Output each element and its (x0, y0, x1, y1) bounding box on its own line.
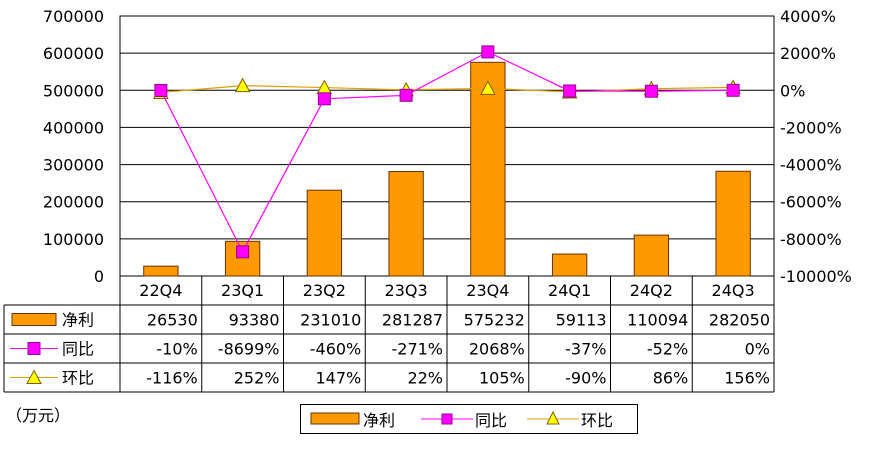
unit-note: （万元） (6, 406, 71, 425)
point-qoq (480, 80, 496, 95)
right-tick-label: -4000% (780, 156, 842, 175)
data-cell: -52% (647, 340, 688, 359)
left-tick-label: 100000 (43, 230, 104, 249)
point-yoy (236, 245, 250, 259)
right-tick-label: -6000% (780, 193, 842, 212)
row-key-bar (11, 313, 57, 326)
right-tick-label: -8000% (780, 230, 842, 249)
left-tick-label: 700000 (43, 7, 104, 26)
point-yoy (481, 45, 495, 59)
left-tick-label: 0 (94, 267, 104, 286)
data-cell: 2068% (469, 340, 525, 359)
data-cell: -8699% (218, 340, 280, 359)
bar-net-profit (551, 253, 588, 277)
data-cell: 59113 (556, 311, 607, 330)
legend-item-yoy: 同比 (419, 405, 507, 433)
legend-label-yoy: 同比 (475, 411, 508, 430)
data-cell: -37% (565, 340, 606, 359)
legend: 净利 同比 环比 (300, 404, 638, 434)
point-yoy (644, 84, 658, 98)
data-cell: -460% (310, 340, 362, 359)
point-yoy (154, 83, 168, 97)
row-series-name: 净利 (62, 311, 94, 330)
data-cell: 575232 (464, 311, 525, 330)
bar-net-profit (224, 240, 261, 277)
data-cell: 105% (479, 369, 525, 388)
data-cell: 281287 (382, 311, 443, 330)
plot-frame (119, 15, 775, 277)
legend-item-net-profit: 净利 (307, 405, 395, 433)
data-cell: -116% (146, 369, 198, 388)
data-cell: 110094 (627, 311, 688, 330)
row-key-marker (27, 342, 41, 355)
legend-label-qoq: 环比 (581, 411, 614, 430)
category-label: 23Q1 (221, 281, 264, 300)
left-tick-label: 400000 (43, 118, 104, 137)
point-yoy (563, 84, 577, 98)
category-label: 23Q3 (385, 281, 428, 300)
right-tick-label: 2000% (780, 44, 836, 63)
category-label: 22Q4 (139, 281, 182, 300)
data-cell: 156% (724, 369, 770, 388)
bar-net-profit (306, 189, 343, 277)
data-cell: 26530 (147, 311, 198, 330)
point-yoy (399, 88, 413, 102)
row-key-marker (26, 369, 42, 384)
data-cell: 147% (316, 369, 362, 388)
right-tick-label: 0% (780, 81, 805, 100)
left-tick-label: 500000 (43, 81, 104, 100)
legend-yoy-swatch (421, 413, 473, 425)
bar-net-profit (715, 170, 751, 277)
data-cell: 231010 (300, 311, 361, 330)
data-cell: 282050 (709, 311, 770, 330)
data-cell: -90% (565, 369, 606, 388)
category-label: 24Q1 (548, 281, 591, 300)
bar-net-profit (388, 171, 424, 277)
data-cell: 22% (407, 369, 443, 388)
line-qoq (160, 85, 734, 94)
data-cell: 0% (745, 340, 770, 359)
legend-qoq-swatch (527, 410, 579, 425)
right-tick-label: 4000% (780, 7, 836, 26)
category-label: 23Q2 (303, 281, 346, 300)
category-label: 23Q4 (466, 281, 509, 300)
row-series-name: 同比 (62, 340, 94, 359)
data-cell: -10% (156, 340, 197, 359)
row-series-name: 环比 (62, 369, 94, 388)
bar-net-profit (143, 265, 179, 277)
point-qoq (234, 77, 251, 93)
right-tick-label: -10000% (780, 267, 852, 286)
line-yoy (160, 51, 734, 254)
legend-item-qoq: 环比 (525, 405, 613, 433)
point-yoy (726, 83, 740, 97)
data-cell: 86% (653, 369, 689, 388)
point-yoy (317, 92, 331, 106)
bar-net-profit (470, 61, 506, 277)
category-label: 24Q2 (630, 281, 673, 300)
legend-bar-swatch (310, 412, 360, 425)
category-label: 24Q3 (712, 281, 755, 300)
left-tick-label: 200000 (43, 193, 104, 212)
data-cell: -271% (391, 340, 443, 359)
data-cell: 252% (234, 369, 280, 388)
legend-label-net-profit: 净利 (363, 411, 396, 430)
left-tick-label: 600000 (43, 44, 104, 63)
right-tick-label: -2000% (780, 118, 842, 137)
left-tick-label: 300000 (43, 156, 104, 175)
bar-net-profit (633, 234, 670, 277)
data-cell: 93380 (229, 311, 280, 330)
